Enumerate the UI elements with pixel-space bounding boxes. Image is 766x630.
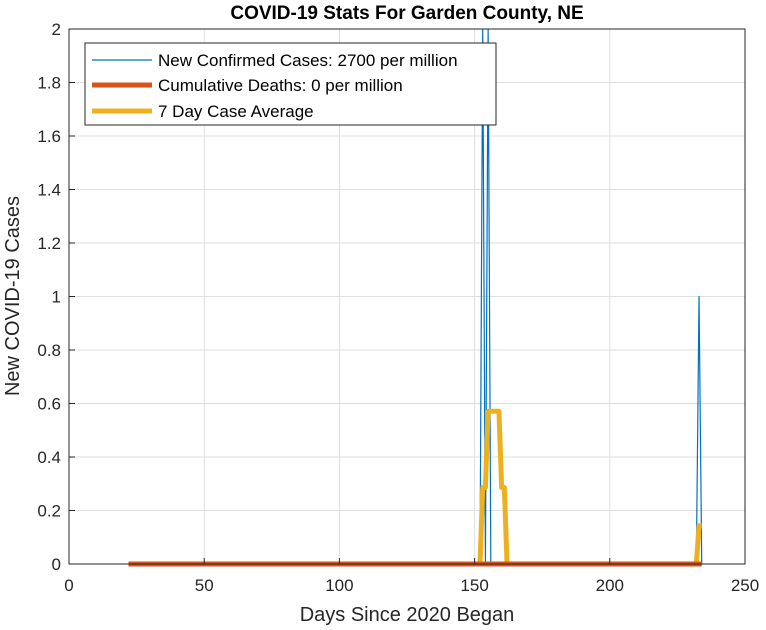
x-tick-label: 100 <box>325 576 353 595</box>
y-tick-label: 0.6 <box>37 395 61 414</box>
x-axis-label: Days Since 2020 Began <box>300 604 515 626</box>
x-tick-label: 250 <box>731 576 759 595</box>
y-tick-label: 1.4 <box>37 181 61 200</box>
y-tick-label: 0.2 <box>37 502 61 521</box>
legend-label-1: New Confirmed Cases: 2700 per million <box>158 51 458 70</box>
y-tick-label: 1 <box>52 288 61 307</box>
x-tick-label: 50 <box>195 576 214 595</box>
legend-label-2: Cumulative Deaths: 0 per million <box>158 76 403 95</box>
y-tick-label: 0 <box>52 555 61 574</box>
x-tick-label: 0 <box>64 576 73 595</box>
y-tick-label: 1.6 <box>37 127 61 146</box>
y-axis-label: New COVID-19 Cases <box>2 196 24 396</box>
x-tick-label: 150 <box>460 576 488 595</box>
series-line-3 <box>128 408 702 567</box>
y-tick-label: 0.4 <box>37 448 61 467</box>
y-tick-label: 1.8 <box>37 74 61 93</box>
y-tick-label: 0.8 <box>37 341 61 360</box>
y-tick-label: 2 <box>52 20 61 39</box>
legend-box <box>84 42 497 126</box>
tick-labels: 0 50 100 150 200 250 0 0.2 0.4 0.6 0.8 1 1.2 1.4 1.6 1.… <box>37 20 759 595</box>
tick-marks <box>68 28 746 565</box>
x-tick-label: 200 <box>596 576 624 595</box>
chart-title: COVID-19 Stats For Garden County, NE <box>230 3 583 24</box>
legend-label-3: 7 Day Case Average <box>158 102 314 121</box>
legend: New Confirmed Cases: 2700 per million Cum… <box>84 42 497 126</box>
y-tick-label: 1.2 <box>37 234 61 253</box>
